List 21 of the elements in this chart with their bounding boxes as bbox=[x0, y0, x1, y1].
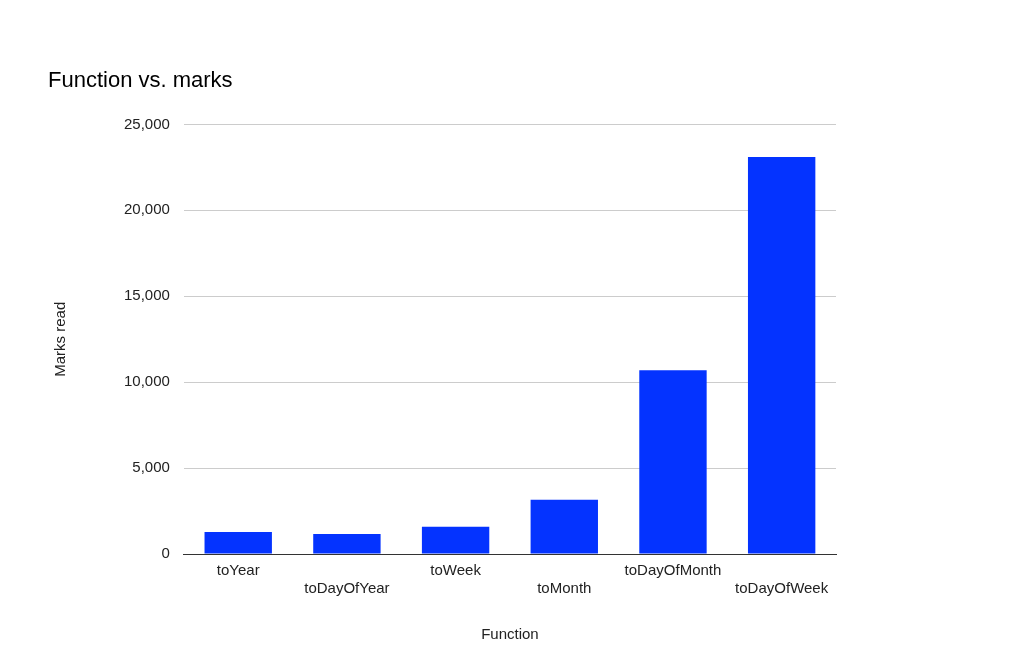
y-tick-label: 5,000 bbox=[132, 458, 170, 476]
x-tick-label: toDayOfWeek bbox=[735, 579, 829, 597]
bar bbox=[204, 532, 272, 554]
bar bbox=[530, 499, 598, 554]
bar bbox=[747, 157, 816, 554]
x-tick-label: toDayOfMonth bbox=[624, 561, 722, 579]
x-tick-label: toYear bbox=[216, 561, 260, 579]
x-tick-label: toMonth bbox=[537, 579, 592, 597]
y-tick-label: 15,000 bbox=[123, 286, 170, 304]
y-tick-label: 20,000 bbox=[123, 200, 170, 218]
y-axis-title: Marks read bbox=[51, 301, 69, 377]
y-tick-label: 25,000 bbox=[123, 114, 170, 132]
bar bbox=[313, 534, 381, 554]
x-tick-label: toWeek bbox=[430, 561, 482, 579]
chart-title: Function vs. marks bbox=[48, 67, 233, 93]
bar bbox=[421, 526, 490, 554]
x-axis-title: Function bbox=[481, 625, 539, 643]
y-tick-label: 10,000 bbox=[123, 372, 170, 390]
y-tick-label: 0 bbox=[161, 544, 170, 562]
bar bbox=[639, 370, 707, 554]
x-tick-label: toDayOfYear bbox=[304, 579, 390, 597]
